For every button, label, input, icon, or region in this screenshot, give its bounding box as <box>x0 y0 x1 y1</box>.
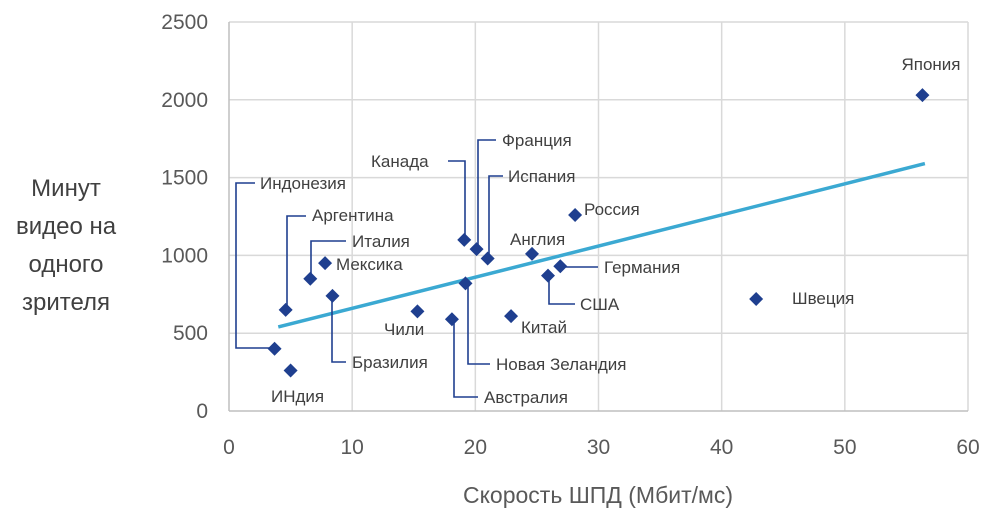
x-axis-label: Скорость ШПД (Мбит/мс) <box>463 482 733 508</box>
point-label: Чили <box>384 320 424 339</box>
data-point-marker <box>504 309 519 324</box>
point-label: Испания <box>508 167 575 186</box>
label-leader-line <box>467 284 490 365</box>
data-point-marker <box>325 288 340 303</box>
point-label: Англия <box>510 230 565 249</box>
label-leader-line <box>453 319 478 398</box>
y-tick-label: 1500 <box>161 167 208 190</box>
y-axis-label-line: одного <box>29 251 104 278</box>
x-tick-label: 30 <box>587 436 610 459</box>
point-label: США <box>580 295 620 314</box>
point-label: Индонезия <box>260 174 346 193</box>
data-points <box>267 88 930 378</box>
point-label: Новая Зеландия <box>496 355 627 374</box>
label-leader-line <box>331 296 346 363</box>
x-tick-label: 60 <box>956 436 979 459</box>
label-leader-line <box>448 160 466 240</box>
tick-labels: 0 500 1000 1500 2000 2500 0 10 20 30 40 50 60 <box>161 11 979 459</box>
x-tick-label: 40 <box>710 436 733 459</box>
x-tick-label: 10 <box>340 436 363 459</box>
label-leader-lines <box>235 139 598 398</box>
trendline-group <box>277 161 926 329</box>
y-tick-label: 0 <box>196 400 208 423</box>
data-point-marker <box>568 207 583 222</box>
data-point-marker <box>458 276 473 291</box>
data-point-marker <box>444 312 459 327</box>
point-label: Аргентина <box>312 206 394 225</box>
data-point-marker <box>469 242 484 257</box>
point-label: Италия <box>352 232 410 251</box>
point-label: Швеция <box>792 289 854 308</box>
point-label: Австралия <box>484 388 568 407</box>
y-tick-label: 2500 <box>161 11 208 34</box>
y-axis-label: Минут видео на одного зрителя <box>16 175 117 316</box>
point-label: Китай <box>521 318 567 337</box>
x-tick-label: 50 <box>833 436 856 459</box>
x-tick-label: 0 <box>223 436 235 459</box>
point-label: Канада <box>371 152 429 171</box>
axes <box>228 22 968 412</box>
label-leader-line <box>477 139 496 249</box>
data-point-marker <box>278 302 293 317</box>
y-axis-label-line: Минут <box>31 175 101 202</box>
point-label: Россия <box>584 200 640 219</box>
point-label: ИНдия <box>271 387 324 406</box>
label-leader-line <box>488 175 503 258</box>
data-point-marker <box>749 291 764 306</box>
point-label: Германия <box>604 258 680 277</box>
data-point-marker <box>915 88 930 103</box>
data-point-marker <box>553 259 568 274</box>
grid-lines <box>229 21 969 411</box>
data-point-marker <box>457 232 472 247</box>
point-label: Бразилия <box>352 353 428 372</box>
y-tick-label: 500 <box>173 322 208 345</box>
y-tick-label: 1000 <box>161 244 208 267</box>
point-label: Франция <box>502 131 572 150</box>
label-leader-line <box>548 276 575 305</box>
data-point-marker <box>318 256 333 271</box>
label-leader-line <box>286 215 306 309</box>
data-point-marker <box>524 246 539 261</box>
data-point-marker <box>283 363 298 378</box>
y-tick-label: 2000 <box>161 89 208 112</box>
data-point-marker <box>303 271 318 286</box>
data-point-marker <box>480 251 495 266</box>
point-labels: Индонезия ИНдия Аргентина Италия Мексика Браз… <box>260 55 961 407</box>
data-point-marker <box>410 304 425 319</box>
trendline <box>277 161 926 329</box>
x-tick-label: 20 <box>464 436 487 459</box>
point-label: Мексика <box>336 255 403 274</box>
label-leader-line <box>310 240 346 279</box>
label-leader-line <box>235 182 275 349</box>
data-point-marker <box>267 341 282 356</box>
point-label: Япония <box>901 55 960 74</box>
y-axis-label-line: видео на <box>16 213 117 240</box>
y-axis-label-line: зрителя <box>22 289 110 316</box>
data-point-marker <box>541 268 556 283</box>
